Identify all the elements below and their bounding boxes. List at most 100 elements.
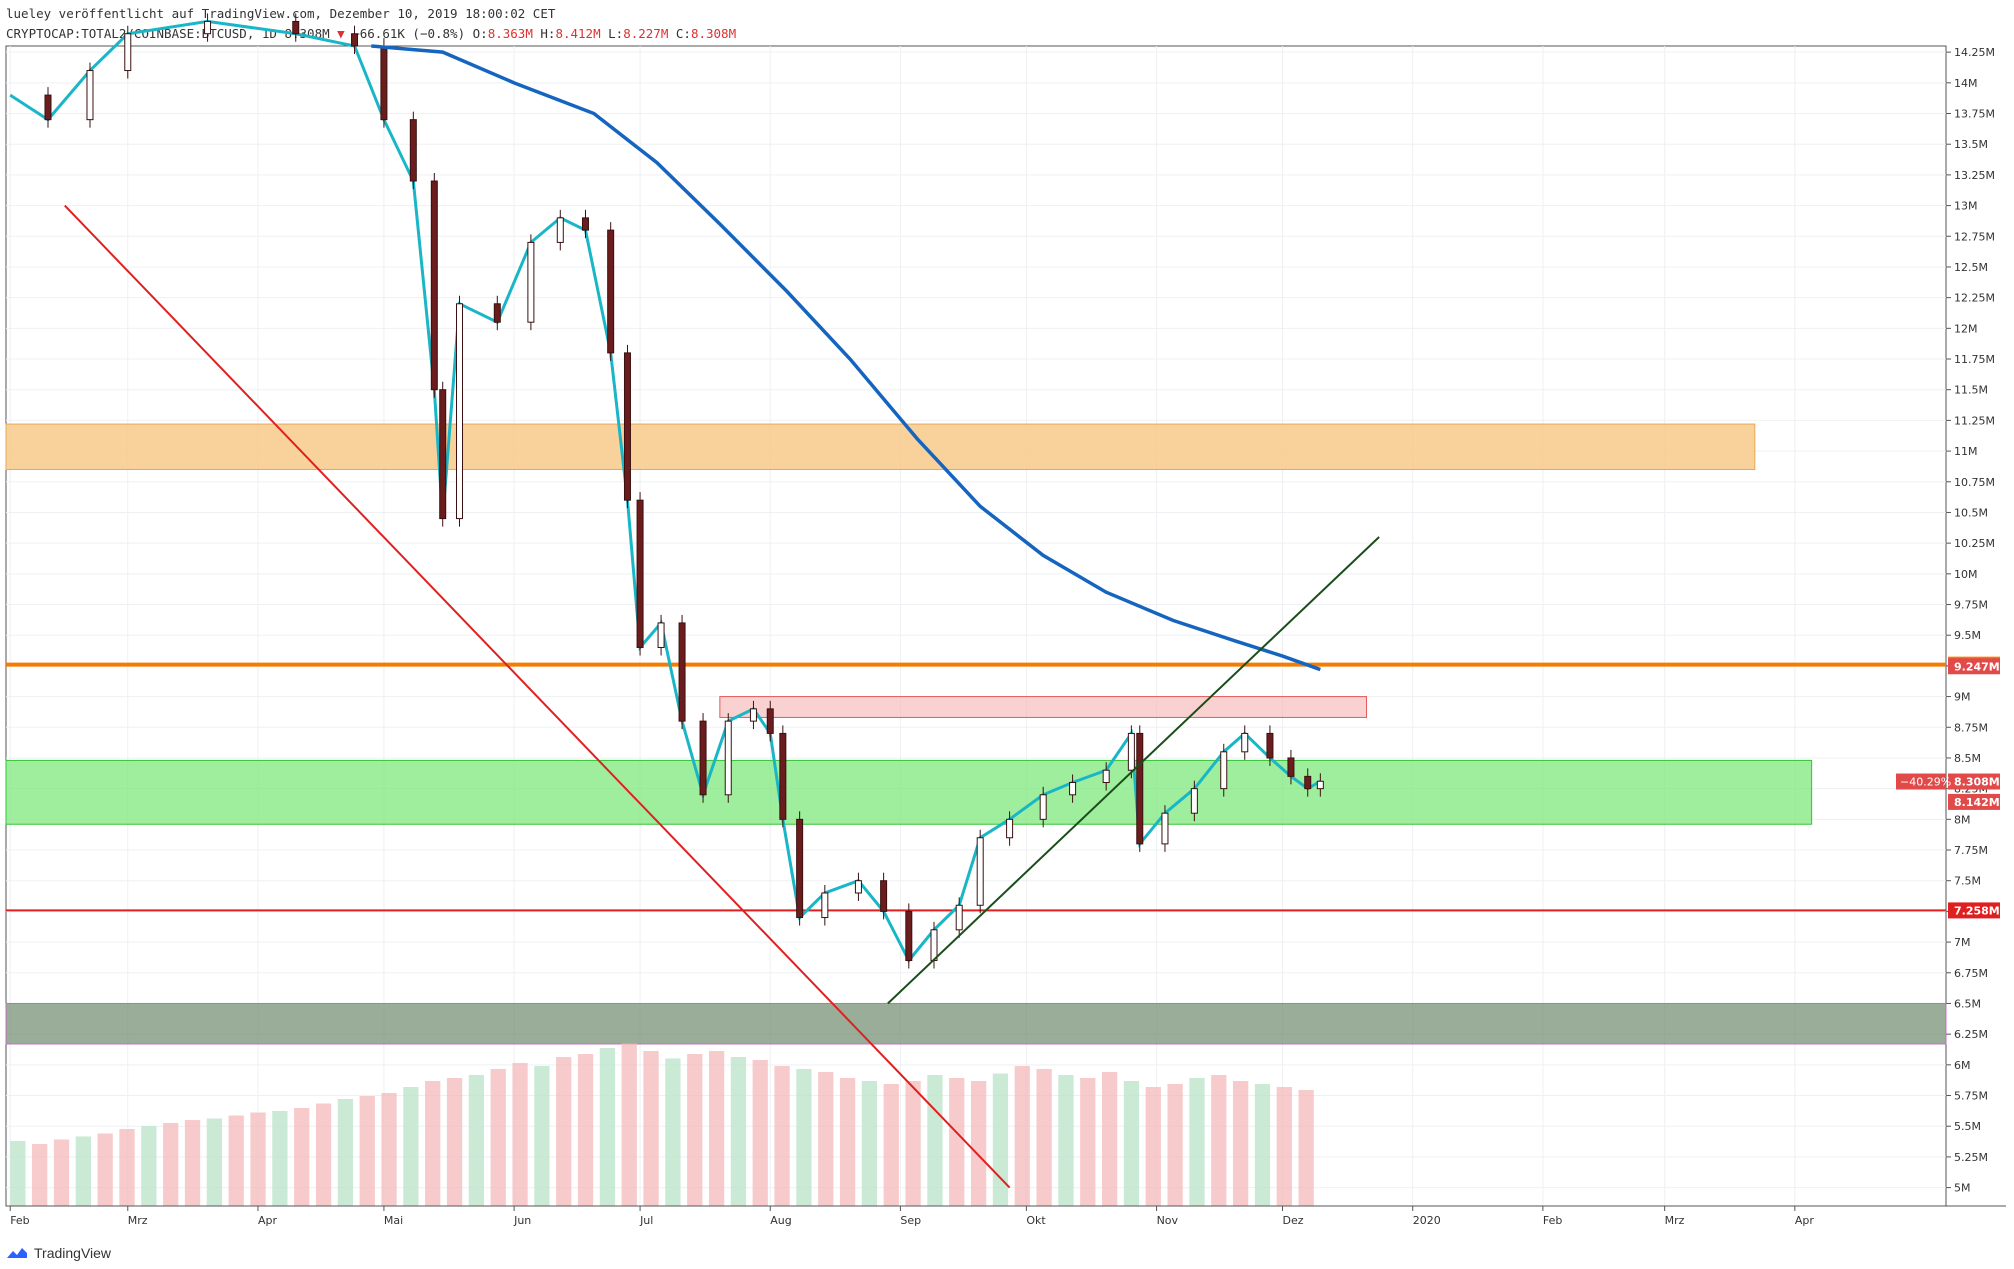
candle-body xyxy=(1069,782,1077,796)
y-tick-label: 6.5M xyxy=(1954,997,1981,1010)
candle-body xyxy=(880,880,888,912)
down-triangle-icon: ▼ xyxy=(337,26,345,41)
volume-bar xyxy=(1014,1066,1030,1206)
candle-body xyxy=(607,229,615,354)
candle-body xyxy=(766,708,774,734)
volume-bar xyxy=(796,1069,812,1206)
volume-bar xyxy=(708,1051,725,1206)
candle-body xyxy=(905,910,913,961)
x-tick-label: Aug xyxy=(770,1214,791,1227)
volume-bar xyxy=(163,1123,179,1206)
level-badge xyxy=(1948,902,2000,919)
volume-bar xyxy=(381,1093,397,1206)
candle-body xyxy=(204,20,212,35)
candle-body xyxy=(1241,732,1249,753)
price-badge xyxy=(1948,793,2000,810)
candle-body xyxy=(86,70,94,121)
high-label: H: xyxy=(540,26,556,41)
y-tick-label: 12.75M xyxy=(1954,230,1995,243)
y-tick-label: 10.25M xyxy=(1954,537,1995,550)
candle-body xyxy=(556,217,564,243)
y-tick-label: 13M xyxy=(1954,200,1978,213)
candle-body xyxy=(1127,732,1135,771)
volume-bar xyxy=(1167,1084,1183,1206)
volume-bar xyxy=(446,1078,463,1206)
candle-body xyxy=(1220,751,1228,790)
candle-body xyxy=(1102,769,1110,784)
candle-body xyxy=(930,929,938,961)
candle-body xyxy=(380,45,388,121)
candle-body xyxy=(699,720,707,796)
y-tick-label: 7M xyxy=(1954,936,1971,949)
volume-bar xyxy=(1211,1075,1227,1206)
volume-bar xyxy=(425,1081,441,1206)
volume-bar xyxy=(468,1075,485,1206)
volume-bar xyxy=(53,1139,70,1206)
candle-body xyxy=(657,622,665,648)
candle-body xyxy=(456,303,464,520)
low-value: 8.227M xyxy=(623,26,669,41)
candle-body xyxy=(351,33,359,47)
volume-bar xyxy=(206,1118,223,1206)
open-label: O: xyxy=(472,26,488,41)
volume-bar xyxy=(228,1115,244,1206)
x-tick-label: Jun xyxy=(513,1214,531,1227)
volume-bar xyxy=(818,1072,834,1206)
volume-bar xyxy=(927,1075,943,1206)
x-tick-label: Apr xyxy=(258,1214,278,1227)
x-tick-label: Mrz xyxy=(128,1214,148,1227)
volume-bar xyxy=(10,1141,26,1206)
volume-bar xyxy=(1298,1090,1314,1206)
price-label: 8.142M xyxy=(1954,796,2000,809)
y-tick-label: 7.5M xyxy=(1954,875,1981,888)
y-tick-label: 13.5M xyxy=(1954,138,1988,151)
candle-body xyxy=(1304,775,1312,790)
candle-body xyxy=(124,33,132,72)
y-tick-label: 12.5M xyxy=(1954,261,1988,274)
y-tick-label: 6M xyxy=(1954,1059,1971,1072)
volume-bar xyxy=(1080,1078,1096,1206)
y-tick-label: 14.25M xyxy=(1954,46,1995,59)
candle-body xyxy=(44,94,52,121)
candle-body xyxy=(724,720,732,796)
publish-line: lueley veröffentlicht auf TradingView.co… xyxy=(6,6,556,21)
volume-bar xyxy=(272,1111,288,1206)
volume-bar xyxy=(665,1058,681,1206)
volume-bar xyxy=(861,1081,878,1206)
fast-moving-average xyxy=(9,19,1322,964)
candle-body xyxy=(430,180,438,391)
volume-bar xyxy=(730,1057,747,1206)
low-label: L: xyxy=(608,26,624,41)
y-tick-label: 10M xyxy=(1954,568,1978,581)
volume-bar xyxy=(1036,1069,1052,1206)
volume-bar xyxy=(905,1081,921,1206)
y-tick-label: 12M xyxy=(1954,322,1978,335)
y-tick-label: 13.75M xyxy=(1954,108,1995,121)
trendline-uptrend xyxy=(887,536,1380,1005)
volume-bar xyxy=(643,1051,659,1206)
volume-bar xyxy=(1101,1072,1118,1206)
x-tick-label: Feb xyxy=(10,1214,29,1227)
y-tick-label: 13.25M xyxy=(1954,169,1995,182)
volume-bar xyxy=(32,1144,48,1206)
volume-bar xyxy=(970,1081,987,1206)
y-tick-label: 5M xyxy=(1954,1182,1971,1195)
volume-bar xyxy=(883,1084,899,1206)
chart-header: lueley veröffentlicht auf TradingView.co… xyxy=(6,4,736,44)
volume-bar xyxy=(250,1112,266,1206)
footer-brand: TradingView xyxy=(34,1245,112,1261)
volume-bar xyxy=(294,1108,310,1206)
volume-bar xyxy=(490,1069,506,1206)
x-tick-label: Apr xyxy=(1795,1214,1815,1227)
slow-moving-average xyxy=(371,44,1321,672)
volume-bar xyxy=(1123,1081,1140,1206)
close-label: C: xyxy=(675,26,691,41)
volume-bar xyxy=(403,1087,419,1206)
volume-bar xyxy=(337,1099,354,1206)
volume-bar xyxy=(75,1136,91,1206)
volume-bar xyxy=(774,1066,790,1206)
y-tick-label: 5.25M xyxy=(1954,1151,1988,1164)
volume-bar xyxy=(1145,1087,1161,1206)
candle-body xyxy=(527,241,535,323)
